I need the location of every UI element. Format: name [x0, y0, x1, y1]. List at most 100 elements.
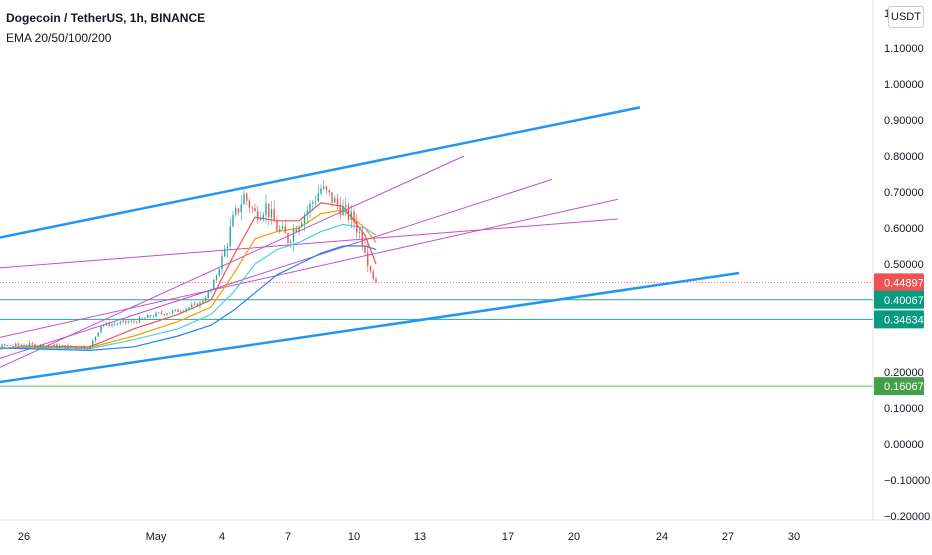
candle-body-53 [105, 322, 108, 326]
price-tick-label: 0.00000 [884, 439, 924, 451]
candle-body-59 [122, 320, 124, 322]
candle-body-99 [232, 214, 234, 227]
ema-line-4[interactable] [0, 245, 377, 352]
candle-body-71 [155, 312, 157, 317]
candle-body-62 [130, 320, 132, 322]
candle-body-151 [375, 278, 377, 283]
candle-body-119 [287, 233, 289, 243]
price-tick-label: 0.90000 [884, 115, 924, 127]
price-tag-label: 0.44897 [884, 277, 924, 289]
candle-body-133 [325, 186, 328, 191]
price-tag-3 [874, 377, 924, 396]
candle-body-147 [364, 246, 366, 253]
candle-body-25 [28, 343, 31, 347]
price-tick-label: 1.10000 [884, 43, 924, 55]
candle-body-140 [345, 205, 347, 207]
ema-line-1[interactable] [0, 202, 377, 354]
candle-body-52 [103, 325, 105, 327]
candle-body-91 [210, 288, 212, 292]
candle-body-38 [64, 345, 66, 349]
candle-body-111 [265, 203, 267, 215]
candle-body-98 [229, 226, 231, 247]
candle-body-105 [248, 200, 251, 208]
candle-body-15 [1, 344, 3, 349]
candle-body-60 [125, 320, 127, 323]
channel-line-1[interactable] [0, 271, 740, 388]
price-tick-label: 0.80000 [884, 151, 924, 163]
candle-body-92 [213, 280, 215, 289]
price-tick-label: −0.20000 [884, 511, 930, 523]
price-tick-label: −0.10000 [884, 475, 930, 487]
candle-body-139 [342, 206, 344, 216]
currency-unit-button[interactable]: USDT [888, 6, 924, 28]
ema-line-3[interactable] [0, 223, 377, 350]
candle-body-42 [75, 346, 77, 348]
candle-body-148 [367, 252, 369, 267]
ema-line-2[interactable] [0, 209, 377, 352]
candle-body-87 [199, 302, 201, 307]
candle-body-86 [196, 303, 198, 307]
fan-line-3[interactable] [0, 178, 553, 372]
candle-body-143 [353, 211, 355, 223]
candle-body-129 [314, 201, 317, 203]
candle-body-76 [169, 312, 171, 314]
candle-body-90 [207, 291, 209, 298]
candle-body-32 [48, 346, 50, 347]
candle-body-19 [12, 345, 14, 347]
time-tick-label: May [146, 531, 167, 543]
candle-body-110 [262, 214, 264, 219]
price-tick-label: 1.00000 [884, 79, 924, 91]
candle-body-149 [369, 266, 372, 272]
candle-body-96 [224, 248, 226, 257]
candle-body-44 [81, 346, 83, 349]
candle-body-100 [235, 208, 237, 215]
time-tick-label: 10 [348, 531, 360, 543]
time-tick-label: 26 [18, 531, 30, 543]
fan-line-4[interactable] [0, 198, 619, 347]
candle-body-89 [204, 297, 207, 301]
candle-body-85 [193, 303, 196, 305]
candle-body-146 [361, 231, 363, 247]
candle-body-88 [202, 300, 204, 303]
candle-body-77 [171, 310, 174, 313]
time-tick-label: 17 [502, 531, 514, 543]
candle-body-113 [270, 209, 273, 218]
candle-body-118 [284, 226, 286, 234]
candle-body-27 [34, 344, 36, 348]
candle-body-101 [237, 208, 240, 213]
candle-body-97 [226, 246, 229, 249]
candle-body-94 [218, 269, 220, 276]
candle-body-73 [160, 312, 163, 314]
candle-body-63 [133, 320, 135, 322]
candle-body-93 [215, 275, 218, 281]
time-tick-label: 30 [788, 531, 800, 543]
candle-body-23 [23, 345, 25, 347]
candle-body-116 [279, 228, 281, 232]
price-tag-label: 0.34634 [884, 314, 924, 326]
candle-body-136 [334, 198, 336, 203]
indicator-legend[interactable]: EMA 20/50/100/200 [6, 31, 112, 45]
candle-body-125 [303, 215, 306, 224]
candle-body-137 [336, 198, 339, 205]
candle-body-47 [89, 345, 91, 349]
candle-body-135 [331, 192, 333, 203]
candle-body-128 [312, 202, 314, 204]
candle-body-22 [20, 345, 22, 347]
candle-body-51 [100, 326, 102, 333]
candle-body-33 [50, 346, 53, 348]
candle-body-123 [298, 226, 300, 232]
candle-body-40 [70, 345, 72, 347]
candle-body-106 [251, 207, 253, 209]
price-tick-label: 0.70000 [884, 187, 924, 199]
candle-body-35 [56, 344, 58, 348]
price-tag-label: 0.40067 [884, 295, 924, 307]
candle-body-45 [83, 346, 86, 349]
channel-line-0[interactable] [0, 106, 641, 246]
price-tick-label: 0.60000 [884, 223, 924, 235]
candle-body-132 [323, 186, 325, 189]
price-tick-label: 0.20000 [884, 367, 924, 379]
candle-body-72 [158, 312, 160, 314]
candle-body-117 [281, 226, 284, 229]
